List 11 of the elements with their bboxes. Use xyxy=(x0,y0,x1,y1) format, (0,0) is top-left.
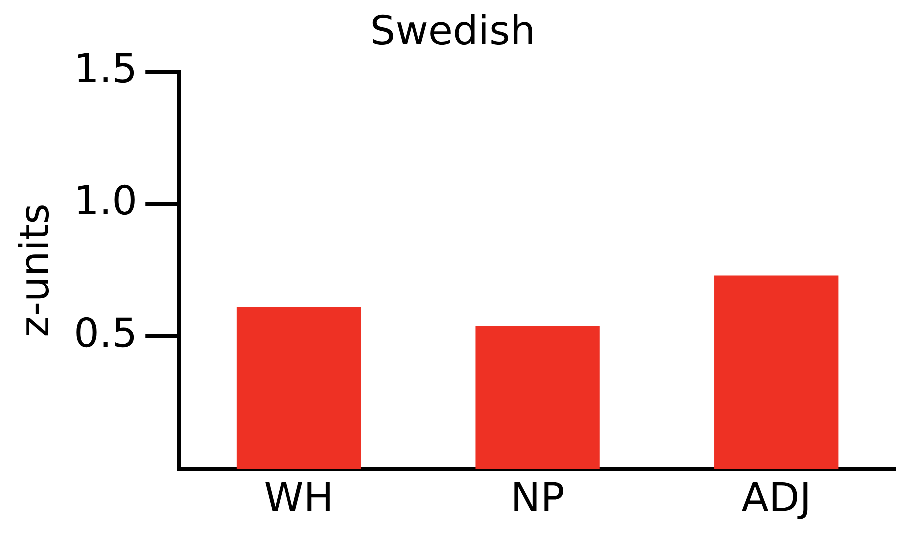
y-tick-label: 0.5 xyxy=(74,311,138,358)
y-axis-title: z-units xyxy=(12,204,58,338)
y-tick-label: 1.5 xyxy=(74,46,138,92)
x-tick-label: WH xyxy=(264,475,334,522)
bar xyxy=(714,276,839,469)
chart-title: Swedish xyxy=(370,8,536,54)
bar xyxy=(476,326,600,469)
x-tick-label: ADJ xyxy=(742,475,812,522)
bar xyxy=(236,308,362,469)
y-tick-label: 1.0 xyxy=(74,178,138,225)
x-tick-label: NP xyxy=(510,475,565,522)
